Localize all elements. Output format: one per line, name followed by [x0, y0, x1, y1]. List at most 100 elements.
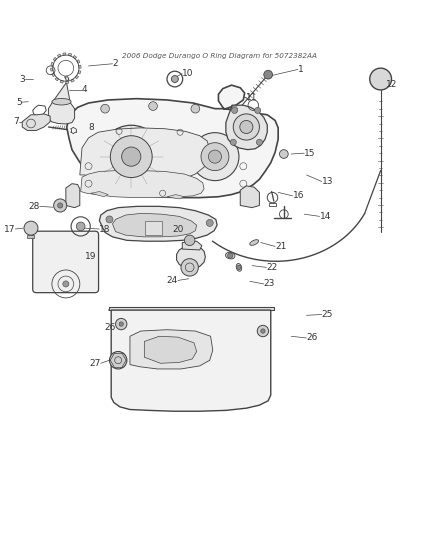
Circle shape [171, 76, 178, 83]
Polygon shape [28, 235, 35, 238]
Polygon shape [53, 58, 57, 61]
Polygon shape [182, 241, 202, 250]
Polygon shape [78, 71, 81, 74]
Polygon shape [63, 53, 66, 55]
Circle shape [100, 125, 162, 188]
Circle shape [279, 150, 288, 158]
Ellipse shape [226, 252, 235, 259]
Polygon shape [240, 186, 259, 208]
Text: 28: 28 [28, 202, 40, 211]
Text: 26: 26 [307, 334, 318, 343]
Ellipse shape [236, 263, 242, 271]
Text: 18: 18 [99, 224, 111, 233]
Circle shape [228, 253, 233, 258]
Circle shape [53, 199, 67, 212]
Text: 2: 2 [113, 59, 118, 68]
Circle shape [57, 203, 63, 208]
Circle shape [106, 216, 113, 223]
Polygon shape [167, 195, 184, 199]
Circle shape [24, 221, 38, 235]
Text: 25: 25 [322, 310, 333, 319]
Circle shape [261, 329, 265, 333]
Polygon shape [60, 80, 64, 83]
Text: 3: 3 [20, 75, 25, 84]
Polygon shape [51, 62, 54, 66]
Polygon shape [91, 191, 108, 197]
Circle shape [119, 322, 124, 326]
Circle shape [256, 139, 262, 146]
Text: 23: 23 [264, 279, 275, 288]
Circle shape [206, 220, 213, 227]
Text: 1: 1 [298, 65, 304, 74]
Circle shape [254, 107, 261, 114]
Text: 15: 15 [304, 149, 316, 158]
Polygon shape [226, 105, 267, 150]
Polygon shape [130, 330, 213, 369]
Text: 26: 26 [104, 323, 116, 332]
Polygon shape [110, 306, 274, 310]
Text: 20: 20 [173, 224, 184, 233]
Circle shape [208, 150, 222, 163]
FancyBboxPatch shape [33, 231, 99, 293]
Polygon shape [113, 213, 197, 237]
Text: 12: 12 [386, 80, 397, 89]
Polygon shape [73, 55, 77, 59]
Circle shape [101, 104, 110, 113]
Circle shape [181, 259, 198, 276]
Polygon shape [68, 53, 72, 56]
Polygon shape [52, 73, 55, 77]
Text: 2006 Dodge Durango O Ring Diagram for 5072382AA: 2006 Dodge Durango O Ring Diagram for 50… [122, 53, 317, 59]
Polygon shape [75, 75, 78, 79]
Circle shape [257, 325, 268, 337]
Polygon shape [145, 221, 162, 235]
Polygon shape [99, 206, 217, 241]
Circle shape [63, 281, 69, 287]
Text: 16: 16 [293, 191, 304, 200]
Polygon shape [66, 184, 80, 208]
Text: 4: 4 [82, 85, 88, 94]
Polygon shape [79, 65, 81, 68]
Circle shape [184, 235, 195, 246]
Polygon shape [111, 310, 271, 411]
Circle shape [116, 318, 127, 330]
Circle shape [110, 136, 152, 177]
Text: 8: 8 [88, 123, 94, 132]
Text: 5: 5 [17, 98, 22, 107]
Circle shape [110, 352, 127, 369]
Circle shape [233, 114, 259, 140]
Ellipse shape [52, 99, 71, 105]
Text: 13: 13 [322, 177, 333, 186]
Circle shape [191, 133, 239, 181]
Text: 14: 14 [320, 212, 331, 221]
Polygon shape [57, 54, 61, 57]
Polygon shape [55, 77, 59, 81]
Text: 21: 21 [275, 242, 286, 251]
Polygon shape [145, 336, 197, 364]
Circle shape [264, 70, 272, 79]
Ellipse shape [250, 240, 259, 245]
Circle shape [232, 107, 238, 114]
Polygon shape [77, 60, 80, 63]
Circle shape [370, 68, 392, 90]
Text: 27: 27 [89, 359, 101, 368]
Polygon shape [66, 81, 69, 83]
Text: 22: 22 [266, 263, 278, 272]
Polygon shape [49, 77, 74, 124]
Circle shape [240, 120, 253, 134]
Circle shape [201, 143, 229, 171]
Polygon shape [81, 171, 204, 198]
Polygon shape [51, 68, 53, 71]
Polygon shape [22, 114, 50, 131]
Circle shape [230, 139, 237, 146]
Circle shape [191, 104, 200, 113]
Text: 10: 10 [182, 69, 194, 78]
Text: 17: 17 [4, 224, 15, 233]
Polygon shape [80, 128, 210, 184]
Circle shape [122, 147, 141, 166]
Polygon shape [177, 246, 205, 269]
Circle shape [76, 222, 85, 231]
Circle shape [237, 265, 241, 270]
Text: 11: 11 [246, 93, 258, 102]
Polygon shape [71, 79, 74, 82]
Text: 19: 19 [85, 252, 96, 261]
